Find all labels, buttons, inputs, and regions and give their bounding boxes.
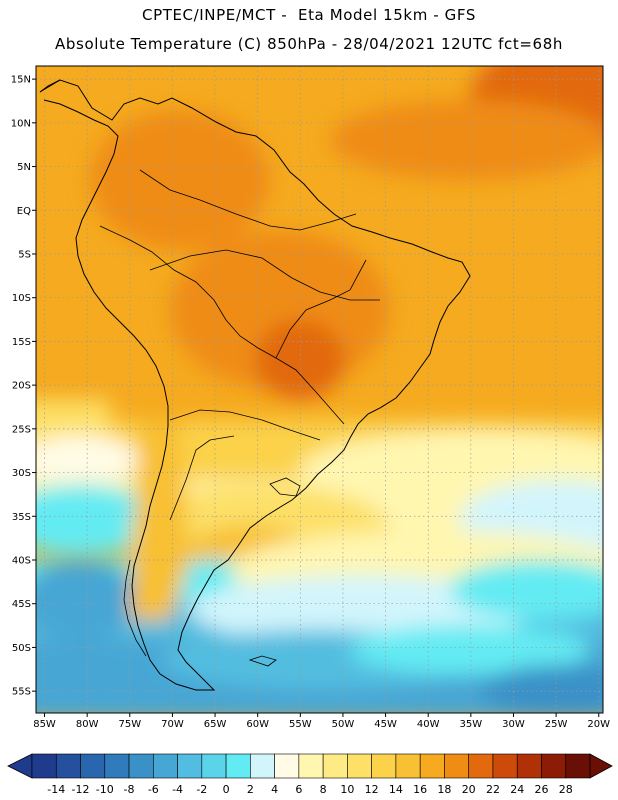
lat-label: EQ [17, 206, 31, 217]
lat-label: 25S [12, 424, 31, 435]
lon-label: 45W [374, 719, 397, 730]
colorbar-label: 14 [389, 783, 403, 796]
temperature-field [36, 66, 603, 713]
colorbar-label: 18 [437, 783, 451, 796]
colorbar-swatch [492, 753, 518, 779]
colorbar-swatch [250, 753, 275, 779]
lon-label: 40W [417, 719, 440, 730]
lat-label: 15S [12, 337, 31, 348]
lon-label: 55W [289, 719, 312, 730]
colorbar-label: -2 [196, 783, 207, 796]
lon-label: 50W [332, 719, 355, 730]
falkland-islands [248, 655, 277, 667]
colorbar-swatch [31, 753, 57, 779]
colorbar-swatch [565, 753, 591, 779]
colorbar-swatch [541, 753, 567, 779]
colorbar-label: -8 [124, 783, 135, 796]
lat-label: 30S [12, 468, 31, 479]
colorbar-swatch [177, 753, 203, 779]
lon-label: 30W [502, 719, 525, 730]
axis-ticks [32, 78, 600, 717]
colorbar-swatch [55, 753, 81, 779]
field-warm-north-band [330, 100, 603, 180]
lat-label: 15N [11, 75, 31, 86]
lagoon [269, 477, 301, 497]
colorbar-label: 26 [534, 783, 548, 796]
colorbar [7, 753, 613, 779]
colorbar-swatch [298, 753, 324, 779]
colorbar-label: 8 [320, 783, 327, 796]
lat-label: 55S [12, 687, 31, 698]
lat-label: 5S [18, 249, 31, 260]
colorbar-swatch [104, 753, 130, 779]
lon-label: 85W [33, 719, 56, 730]
lat-label: 40S [12, 555, 31, 566]
lon-label: 35W [460, 719, 483, 730]
colorbar-label: 28 [559, 783, 573, 796]
colorbar-label: 6 [295, 783, 302, 796]
lat-label: 20S [12, 381, 31, 392]
latitude-axis: 15N 10N 5N EQ 5S 10S 15S 20S 25S 30S 35S 40S 45S 50S 5… [11, 75, 31, 698]
lat-label: 10N [11, 118, 31, 129]
colorbar-label: 0 [223, 783, 230, 796]
south-america-coast [39, 79, 471, 691]
border-lines [99, 225, 345, 425]
lat-label: 5N [17, 162, 31, 173]
lon-label: 20W [587, 719, 610, 730]
colorbar-swatch [395, 753, 421, 779]
colorbar-swatch [322, 753, 348, 779]
colorbar-label: 4 [271, 783, 278, 796]
colorbar-swatch [201, 753, 227, 779]
colorbar-label: 20 [462, 783, 476, 796]
colorbar-swatch [371, 753, 397, 779]
colorbar-swatch [153, 753, 178, 779]
colorbar-swatch [516, 753, 542, 779]
colorbar-min-arrow [7, 753, 33, 779]
field-warm-amazon [90, 110, 270, 250]
lon-label: 80W [76, 719, 99, 730]
colorbar-swatch [444, 753, 469, 779]
colorbar-label: 22 [486, 783, 500, 796]
field-hot-core [255, 320, 345, 400]
lat-label: 50S [12, 643, 31, 654]
lat-label: 10S [12, 293, 31, 304]
lon-label: 65W [204, 719, 227, 730]
chart-subtitle: Absolute Temperature (C) 850hPa - 28/04/… [55, 35, 563, 53]
lat-label: 45S [12, 599, 31, 610]
colorbar-label: -12 [72, 783, 90, 796]
colorbar-label: 12 [365, 783, 379, 796]
lat-label: 35S [12, 512, 31, 523]
colorbar-label: 2 [247, 783, 254, 796]
colorbar-label: -4 [172, 783, 183, 796]
map-frame [35, 65, 604, 714]
colorbar-labels: -14 -12 -10 -8 -6 -4 -2 0 2 4 6 8 10 12 14 16 18 20 22 24 26… [47, 783, 572, 796]
colorbar-label: -10 [96, 783, 114, 796]
graticule [36, 66, 603, 713]
colorbar-label: -6 [148, 783, 159, 796]
colorbar-label: 10 [340, 783, 354, 796]
colorbar-label: 24 [510, 783, 524, 796]
colorbar-swatch [347, 753, 372, 779]
colorbar-swatch [468, 753, 494, 779]
colorbar-max-arrow [589, 753, 613, 779]
colorbar-swatch [274, 753, 300, 779]
colorbar-swatch [225, 753, 251, 779]
colorbar-swatch [419, 753, 445, 779]
chart-title: CPTEC/INPE/MCT - Eta Model 15km - GFS [142, 6, 476, 24]
colorbar-swatch [128, 753, 154, 779]
lon-label: 70W [161, 719, 184, 730]
lon-label: 60W [246, 719, 269, 730]
lon-label: 25W [545, 719, 568, 730]
colorbar-label: -14 [47, 783, 65, 796]
longitude-axis: 85W 80W 75W 70W 65W 60W 55W 50W 45W 40W 35W 30W 25W 2… [33, 719, 610, 730]
colorbar-label: 16 [413, 783, 427, 796]
colorbar-swatch [80, 753, 106, 779]
lon-label: 75W [118, 719, 141, 730]
coastline [39, 79, 471, 691]
